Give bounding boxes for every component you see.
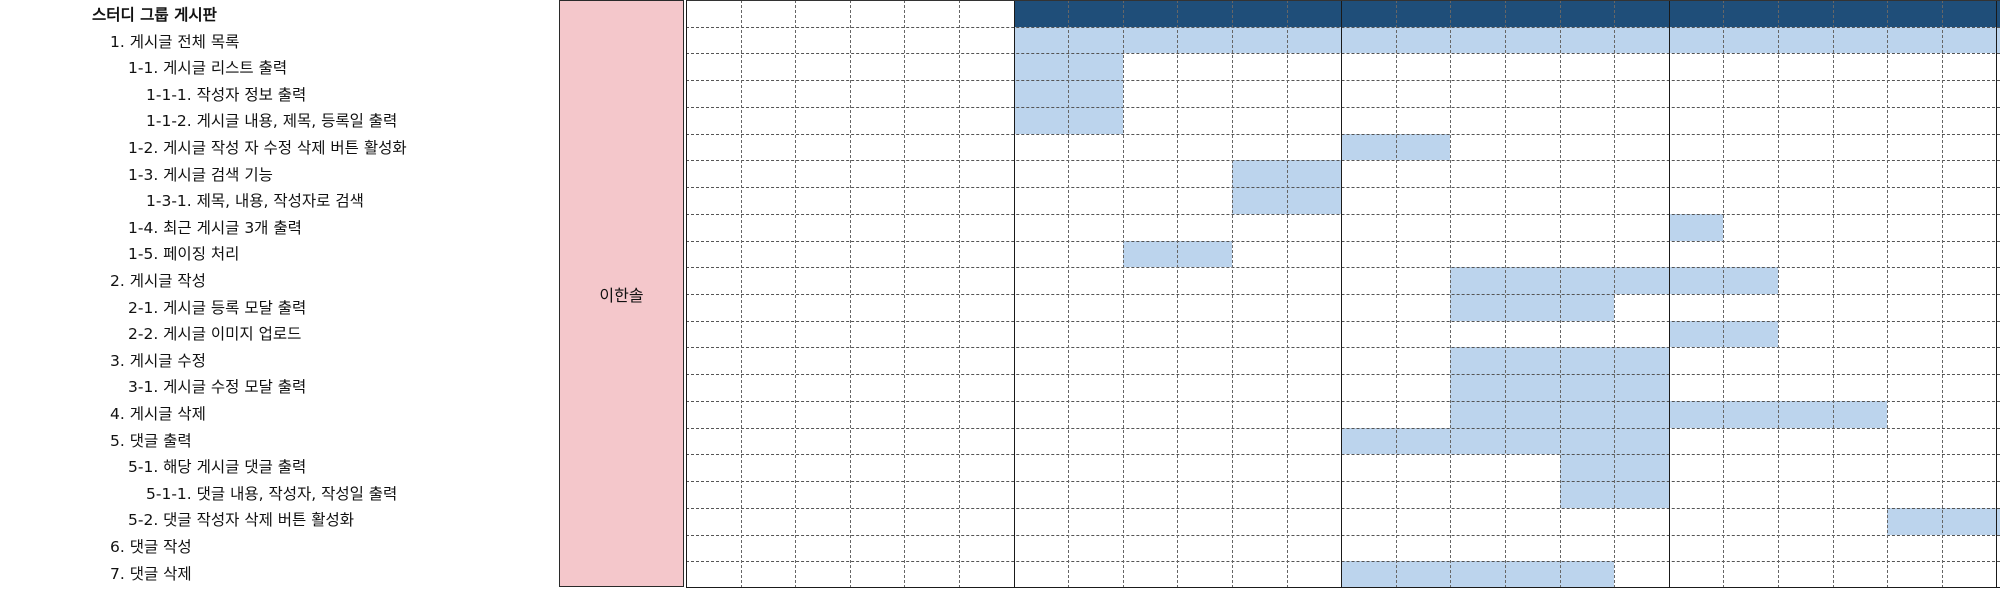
assignee-name: 이한솔 (599, 285, 644, 305)
task-row[interactable]: 3. 게시글 수정 (110, 351, 206, 370)
grid-column-line (1941, 0, 1943, 588)
grid-row-line (686, 400, 2000, 402)
task-list-column: 스터디 그룹 게시판 1. 게시글 전체 목록 1-1. 게시글 리스트 출력 1-1… (0, 0, 558, 589)
grid-row-line (686, 347, 2000, 349)
task-row[interactable]: 2-2. 게시글 이미지 업로드 (128, 325, 302, 344)
grid-column-line (849, 0, 851, 588)
grid-row-line (686, 320, 2000, 322)
grid-row-line (686, 507, 2000, 509)
task-row[interactable]: 1-4. 최근 게시글 3개 출력 (128, 218, 302, 237)
schedule-bar[interactable] (1450, 374, 1669, 401)
week-divider-line (1996, 0, 1998, 588)
grid-column-line (1505, 0, 1506, 588)
grid-column-line (740, 0, 742, 588)
task-row[interactable]: 4. 게시글 삭제 (110, 405, 206, 423)
grid-column-line (1122, 0, 1124, 588)
schedule-bar[interactable] (1341, 561, 1615, 588)
grid-row-line (686, 53, 2000, 55)
grid-row-line (686, 427, 2000, 429)
grid-column-line (1068, 0, 1070, 588)
schedule-bar[interactable] (1887, 507, 2000, 535)
task-row[interactable]: 5-1-1. 댓글 내용, 작성자, 작성일 출력 (146, 484, 398, 503)
week-divider-line (1341, 0, 1343, 588)
grid-column-line (1887, 0, 1889, 588)
task-row[interactable]: 1-5. 페이징 처리 (128, 245, 240, 264)
task-row[interactable]: 1-3-1. 제목, 내용, 작성자로 검색 (146, 192, 364, 211)
grid-column-line (795, 0, 797, 588)
task-row[interactable]: 5-2. 댓글 작성자 삭제 버튼 활성화 (128, 511, 354, 530)
grid-row-line (686, 187, 2000, 189)
schedule-bar[interactable] (1341, 427, 1669, 455)
grid-column-line (959, 0, 960, 588)
grid-row-line (686, 160, 2000, 162)
task-row[interactable]: 스터디 그룹 게시판 (92, 6, 217, 24)
grid-row-line (686, 294, 2000, 295)
task-row[interactable]: 1-1-2. 게시글 내용, 제목, 등록일 출력 (146, 112, 398, 131)
task-row[interactable]: 5. 댓글 출력 (110, 431, 192, 450)
assignee-cell[interactable]: 이한솔 (559, 0, 684, 587)
schedule-bar[interactable] (1450, 400, 1888, 428)
grid-column-line (904, 0, 906, 588)
task-row[interactable]: 1-2. 게시글 작성 자 수정 삭제 버튼 활성화 (128, 139, 407, 157)
task-row[interactable]: 1. 게시글 전체 목록 (110, 32, 240, 51)
grid-column-line (1832, 0, 1834, 588)
grid-frame (686, 0, 2000, 588)
task-row[interactable]: 2-1. 게시글 등록 모달 출력 (128, 298, 307, 317)
gantt-timeline-grid (686, 0, 2000, 588)
grid-row-line (686, 26, 2000, 28)
task-row[interactable]: 1-1. 게시글 리스트 출력 (128, 59, 288, 78)
grid-column-line (1395, 0, 1397, 588)
task-row[interactable]: 2. 게시글 작성 (110, 272, 206, 290)
grid-row-line (686, 80, 2000, 82)
grid-row-line (686, 133, 2000, 135)
schedule-bar[interactable] (1668, 213, 1724, 241)
grid-column-line (1286, 0, 1288, 588)
task-row[interactable]: 3-1. 게시글 수정 모달 출력 (128, 378, 307, 397)
task-row[interactable]: 7. 댓글 삭제 (110, 564, 192, 583)
grid-row-line (686, 240, 2000, 242)
grid-row-line (686, 267, 2000, 269)
schedule-bar[interactable] (1341, 133, 1451, 161)
task-row[interactable]: 5-1. 해당 게시글 댓글 출력 (128, 458, 307, 477)
grid-column-line (1778, 0, 1779, 588)
schedule-bar[interactable] (1450, 294, 1615, 321)
grid-row-line (686, 106, 2000, 108)
grid-column-line (1232, 0, 1233, 588)
task-row[interactable]: 1-3. 게시글 검색 기능 (128, 165, 273, 184)
grid-row-line (686, 454, 2000, 456)
grid-row-line (686, 481, 2000, 483)
grid-row-line (686, 213, 2000, 215)
grid-row-line (686, 374, 2000, 376)
grid-column-line (1614, 0, 1616, 588)
grid-column-line (1450, 0, 1452, 588)
grid-column-line (1559, 0, 1561, 588)
grid-column-line (1177, 0, 1179, 588)
week-divider-line (1668, 0, 1670, 588)
grid-row-line (686, 534, 2000, 536)
task-row[interactable]: 1-1-1. 작성자 정보 출력 (146, 85, 307, 104)
schedule-bar[interactable] (1450, 347, 1669, 375)
grid-column-line (1723, 0, 1725, 588)
grid-row-line (686, 561, 2000, 563)
week-divider-line (1013, 0, 1015, 588)
task-row[interactable]: 6. 댓글 작성 (110, 538, 192, 556)
